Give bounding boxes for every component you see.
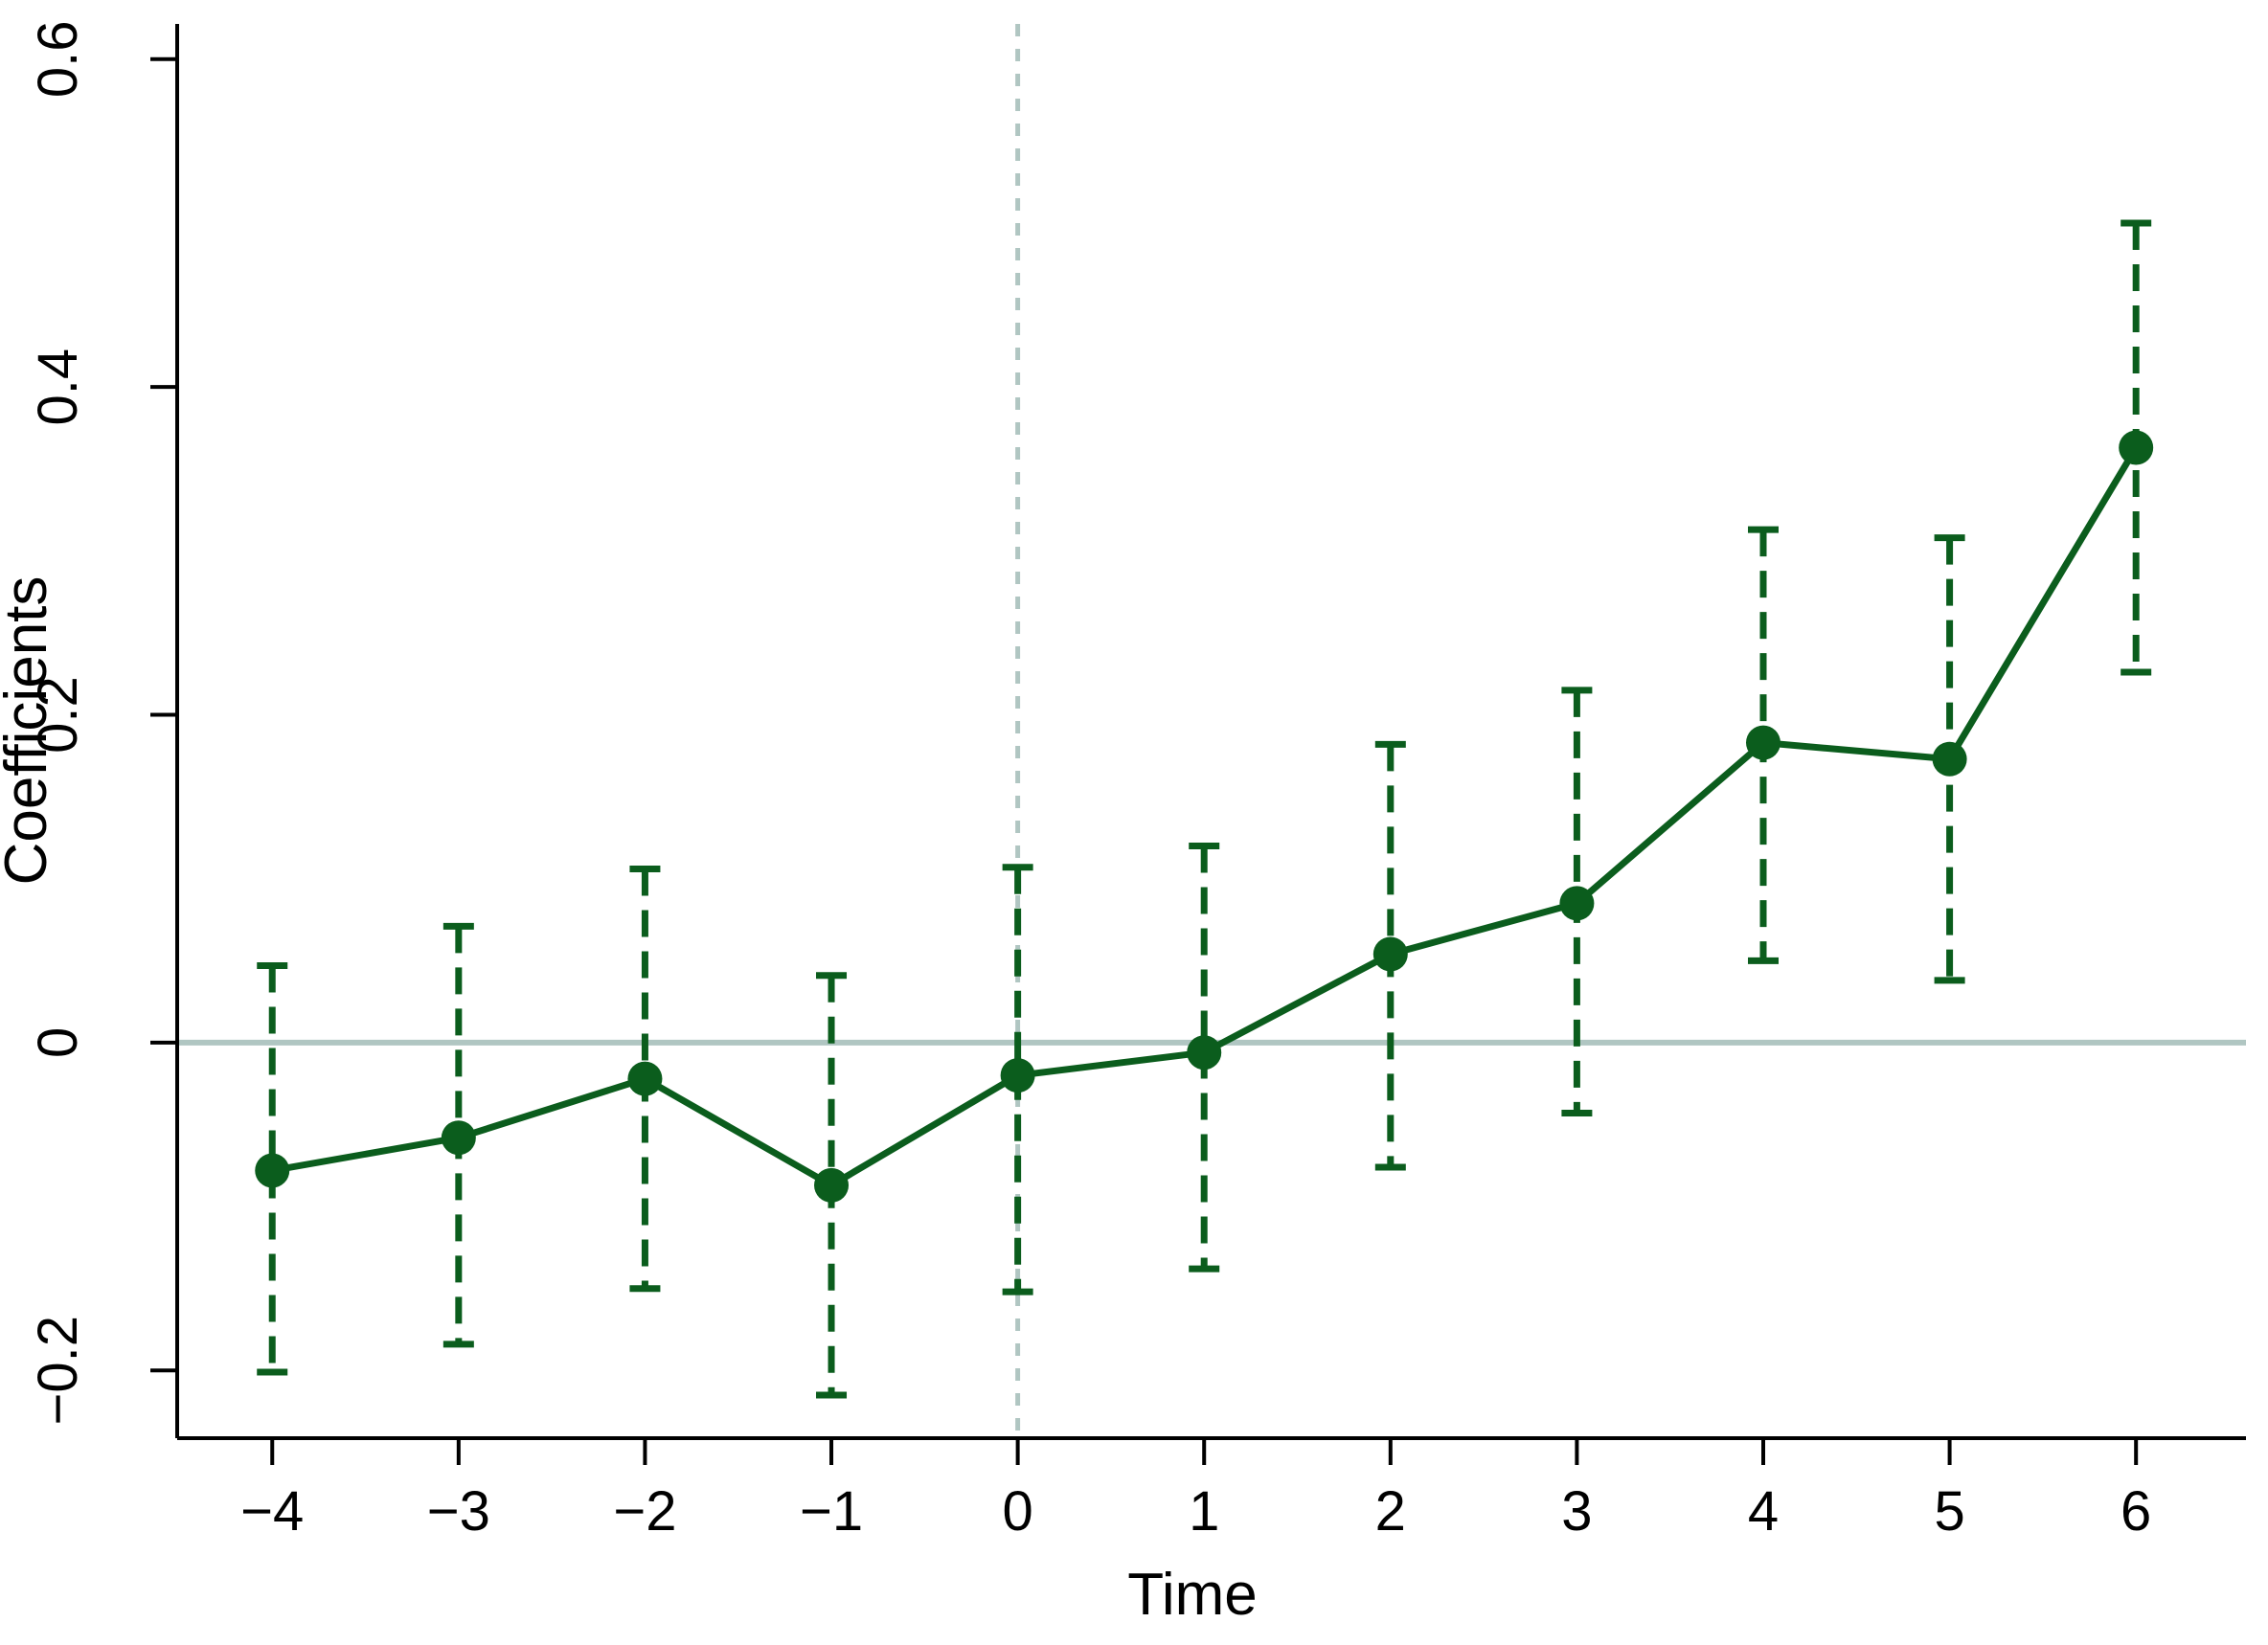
y-tick-label: 0.4 (27, 349, 89, 426)
x-tick-label: 2 (1375, 1480, 1406, 1543)
data-point (255, 1153, 290, 1188)
error-bar (257, 961, 288, 1376)
data-point (814, 1167, 850, 1203)
data-point (1932, 741, 1967, 777)
y-axis-title: Coefficients (0, 576, 59, 886)
x-tick-label: 4 (1748, 1480, 1779, 1543)
data-point (1559, 886, 1595, 921)
data-point (1187, 1035, 1222, 1070)
data-point (1000, 1058, 1035, 1093)
x-tick-label: −1 (800, 1480, 863, 1543)
data-point (2119, 430, 2154, 465)
y-tick-label: 0.2 (27, 676, 89, 754)
data-point (1746, 725, 1780, 760)
x-tick-label: 1 (1189, 1480, 1219, 1543)
x-tick-label: −4 (240, 1480, 304, 1543)
x-tick-label: 3 (1561, 1480, 1592, 1543)
y-tick-label: 0 (27, 1027, 89, 1058)
y-tick-label: −0.2 (27, 1316, 89, 1426)
x-tick-label: 0 (1002, 1480, 1032, 1543)
y-tick-label: 0.6 (27, 20, 89, 98)
data-point (441, 1120, 476, 1156)
data-point (1372, 936, 1408, 972)
x-tick-label: 5 (1934, 1480, 1964, 1543)
x-axis-title: Time (1127, 1562, 1257, 1628)
data-point (627, 1061, 663, 1096)
x-tick-label: −2 (613, 1480, 676, 1543)
x-tick-label: −3 (427, 1480, 490, 1543)
x-tick-label: 6 (2121, 1480, 2151, 1543)
